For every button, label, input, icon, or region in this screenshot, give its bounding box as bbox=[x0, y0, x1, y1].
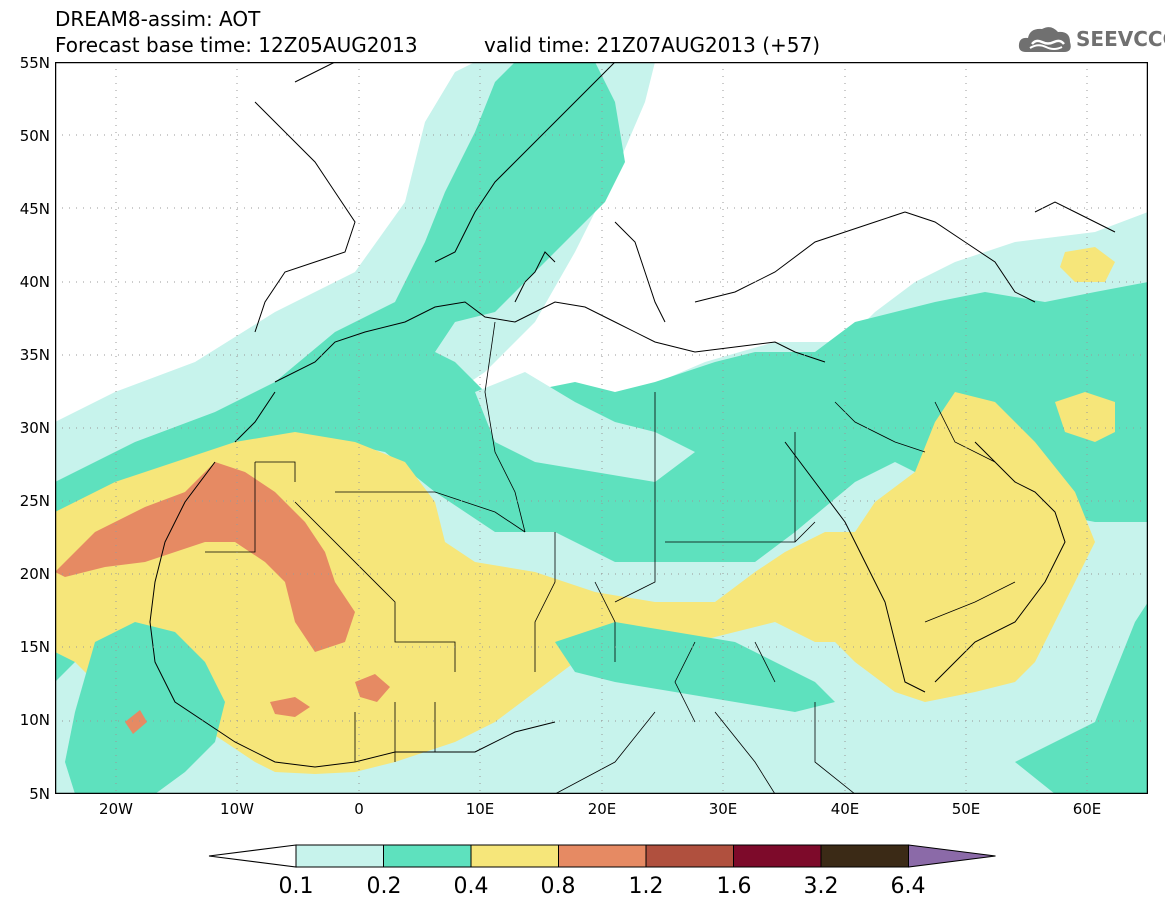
colorbar-label: 6.4 bbox=[890, 874, 926, 899]
colorbar-over-arrow bbox=[908, 844, 996, 868]
lat-label: 40N bbox=[19, 273, 50, 291]
aot-band-0.2-westafrica bbox=[65, 622, 225, 794]
aot-patch-orange-2 bbox=[270, 697, 310, 717]
lon-label: 20W bbox=[99, 800, 133, 818]
colorbar-label: 0.1 bbox=[278, 874, 314, 899]
lat-label: 10N bbox=[19, 711, 50, 729]
colorbar bbox=[208, 844, 996, 868]
aot-patch-libya bbox=[475, 372, 695, 482]
lon-label: 10E bbox=[465, 800, 495, 818]
valid-time: valid time: 21Z07AUG2013 (+57) bbox=[484, 33, 821, 57]
colorbar-label: 0.2 bbox=[366, 874, 402, 899]
lon-label: 50E bbox=[951, 800, 981, 818]
colorbar-swatch bbox=[645, 844, 734, 868]
grid-lines bbox=[55, 62, 1148, 794]
lat-label: 55N bbox=[19, 54, 50, 72]
aot-band-0.8 bbox=[55, 462, 355, 652]
lat-label: 20N bbox=[19, 565, 50, 583]
lon-label: 20E bbox=[587, 800, 617, 818]
logo-text: SEEVCCC bbox=[1076, 27, 1165, 51]
map-frame bbox=[55, 62, 1148, 794]
cloud-icon bbox=[1018, 27, 1071, 52]
lat-label: 25N bbox=[19, 492, 50, 510]
lon-label: 10W bbox=[220, 800, 254, 818]
lat-label: 5N bbox=[29, 785, 50, 803]
country-borders bbox=[205, 321, 1016, 794]
colorbar-label: 0.8 bbox=[540, 874, 576, 899]
colorbar-swatch bbox=[820, 844, 909, 868]
aot-patch-orange-1 bbox=[355, 674, 390, 702]
colorbar-label: 1.6 bbox=[716, 874, 752, 899]
lat-label: 45N bbox=[19, 200, 50, 218]
colorbar-swatch bbox=[383, 844, 472, 868]
map-title: DREAM8-assim: AOT bbox=[55, 7, 261, 31]
colorbar-swatch bbox=[733, 844, 822, 868]
aot-patch-iraq bbox=[1055, 392, 1115, 442]
aot-map bbox=[55, 62, 1148, 794]
lat-label: 50N bbox=[19, 127, 50, 145]
colorbar-swatch bbox=[558, 844, 647, 868]
lat-label: 35N bbox=[19, 346, 50, 364]
colorbar-label: 0.4 bbox=[453, 874, 489, 899]
forecast-base-time: Forecast base time: 12Z05AUG2013 bbox=[55, 33, 418, 57]
aot-band-0.4 bbox=[55, 392, 1095, 774]
seevccc-logo: SEEVCCC bbox=[1018, 22, 1165, 58]
lon-label: 30E bbox=[708, 800, 738, 818]
lon-label: 60E bbox=[1072, 800, 1102, 818]
aot-band-0.2-south bbox=[555, 622, 835, 712]
lat-label: 30N bbox=[19, 419, 50, 437]
coastlines bbox=[149, 62, 1116, 768]
aot-patch-orange-3 bbox=[125, 710, 147, 734]
colorbar-swatch bbox=[295, 844, 384, 868]
lat-label: 15N bbox=[19, 638, 50, 656]
colorbar-under-arrow bbox=[208, 844, 297, 868]
colorbar-label: 3.2 bbox=[803, 874, 839, 899]
lon-label: 40E bbox=[830, 800, 860, 818]
lon-label: 0 bbox=[354, 800, 364, 818]
colorbar-swatch bbox=[470, 844, 559, 868]
aot-patch-iran bbox=[1060, 247, 1115, 282]
colorbar-label: 1.2 bbox=[628, 874, 664, 899]
